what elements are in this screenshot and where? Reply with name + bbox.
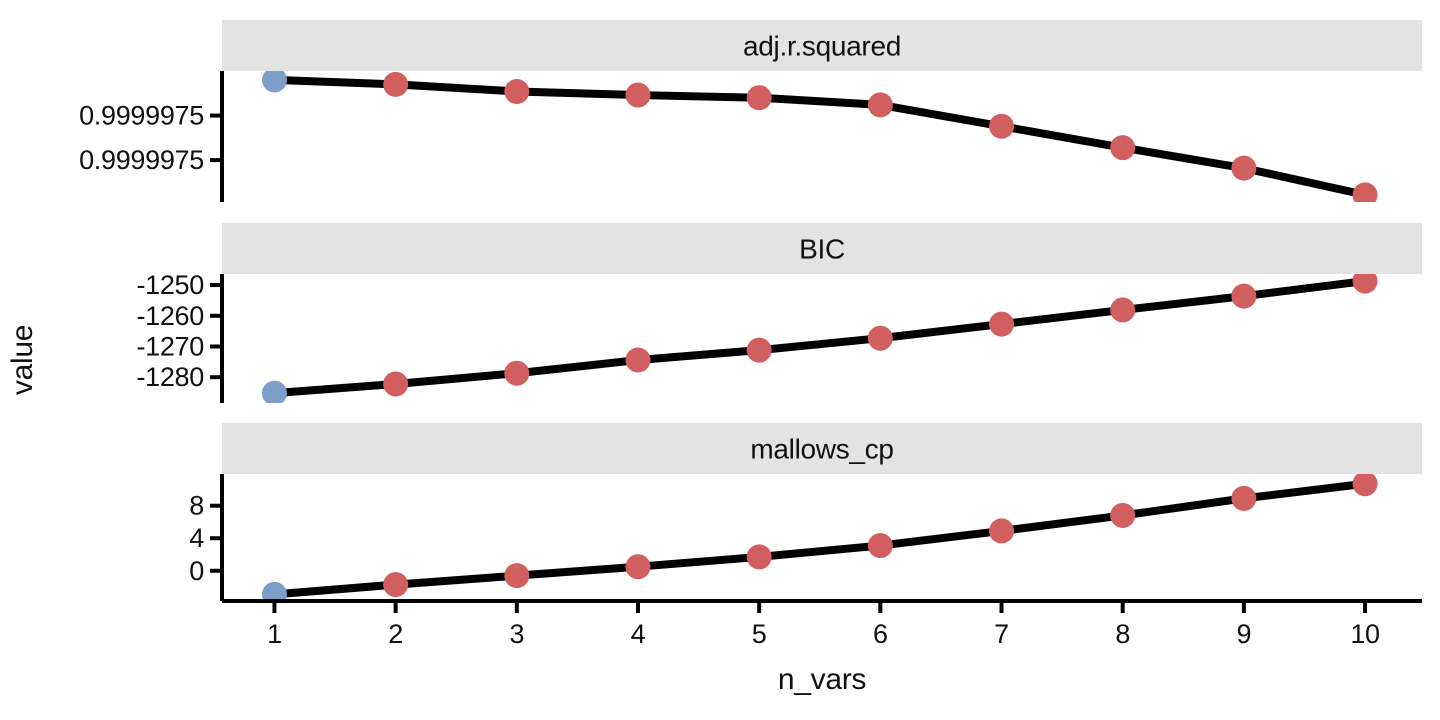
y-tick-label: 0.9999975 bbox=[79, 145, 204, 175]
y-tick-label: -1250 bbox=[136, 270, 204, 300]
data-point bbox=[746, 544, 772, 570]
facet-strip bbox=[222, 223, 1422, 274]
data-point bbox=[1231, 283, 1257, 309]
y-tick-label: 0 bbox=[189, 556, 204, 586]
data-line bbox=[274, 479, 1366, 599]
data-point bbox=[1352, 274, 1378, 294]
y-axis-title: value bbox=[6, 325, 39, 395]
data-point bbox=[383, 71, 409, 97]
data-point bbox=[504, 360, 530, 386]
data-point bbox=[625, 82, 651, 108]
data-point bbox=[867, 92, 893, 118]
data-point bbox=[1110, 297, 1136, 323]
data-point bbox=[383, 572, 409, 598]
data-point bbox=[1231, 155, 1257, 181]
x-tick-label: 10 bbox=[1350, 619, 1379, 649]
data-point bbox=[625, 554, 651, 580]
facet-strip-title: BIC bbox=[799, 234, 845, 265]
data-point bbox=[989, 311, 1015, 337]
y-tick-label: -1270 bbox=[136, 331, 204, 361]
x-tick-label: 8 bbox=[1115, 619, 1130, 649]
data-point bbox=[625, 347, 651, 373]
x-tick-label: 2 bbox=[388, 619, 403, 649]
data-point bbox=[1231, 485, 1257, 511]
data-line bbox=[274, 75, 1366, 199]
data-point bbox=[1110, 502, 1136, 528]
facet-strip-title: mallows_cp bbox=[750, 434, 893, 465]
data-point-highlight bbox=[261, 71, 287, 93]
y-tick-label: -1260 bbox=[136, 301, 204, 331]
data-point-highlight bbox=[261, 581, 287, 601]
x-axis-title: n_vars bbox=[778, 663, 866, 696]
data-point-highlight bbox=[261, 380, 287, 403]
data-point bbox=[746, 337, 772, 363]
data-point bbox=[1352, 474, 1378, 497]
y-tick-label: 4 bbox=[189, 523, 204, 553]
x-tick-label: 7 bbox=[994, 619, 1009, 649]
facet-strip bbox=[222, 20, 1422, 71]
data-point bbox=[504, 78, 530, 104]
x-tick-label: 4 bbox=[631, 619, 646, 649]
data-point bbox=[746, 85, 772, 111]
data-point bbox=[989, 518, 1015, 544]
x-tick-label: 9 bbox=[1237, 619, 1252, 649]
y-tick-label: 8 bbox=[189, 491, 204, 521]
x-tick-label: 6 bbox=[873, 619, 888, 649]
data-line bbox=[274, 277, 1366, 398]
data-point bbox=[504, 563, 530, 589]
x-tick-label: 3 bbox=[509, 619, 524, 649]
data-point bbox=[1352, 182, 1378, 202]
y-tick-label: 0.9999975 bbox=[79, 101, 204, 131]
facet-strip-title: adj.r.squared bbox=[743, 31, 901, 62]
x-tick-label: 1 bbox=[267, 619, 282, 649]
data-point bbox=[989, 113, 1015, 139]
x-tick-label: 5 bbox=[752, 619, 767, 649]
y-tick-label: -1280 bbox=[136, 362, 204, 392]
data-point bbox=[867, 325, 893, 351]
data-point bbox=[383, 371, 409, 397]
data-point bbox=[867, 533, 893, 559]
data-point bbox=[1110, 135, 1136, 161]
facet-strip bbox=[222, 423, 1422, 474]
